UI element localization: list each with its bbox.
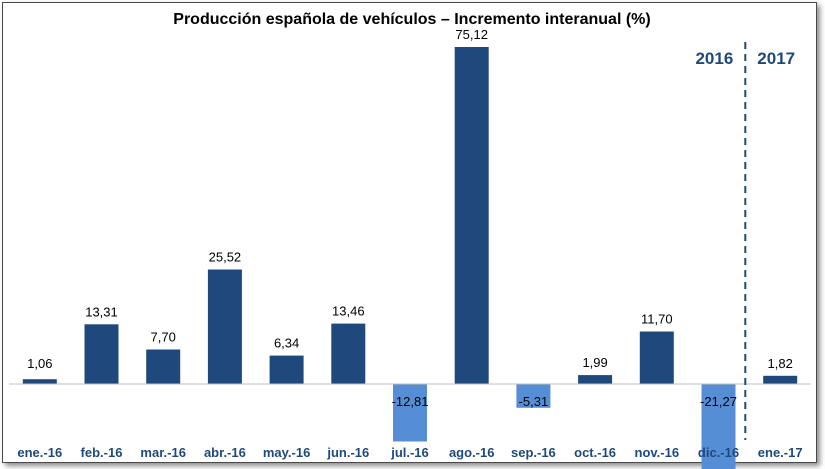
bar-may.-16: [269, 355, 304, 384]
bar-oct.-16: [578, 375, 613, 384]
bar-sep.-16: [516, 384, 551, 408]
bar-ene.-17: [763, 375, 798, 384]
category-label-feb.-16: feb.-16: [81, 445, 123, 460]
value-label-jul.-16: -12,81: [392, 394, 429, 409]
category-label-ene.-17: ene.-17: [758, 445, 803, 460]
chart-title: Producción española de vehículos – Incre…: [173, 11, 650, 28]
value-label-ene.-16: 1,06: [27, 356, 52, 371]
category-label-ago.-16: ago.-16: [449, 445, 495, 460]
value-label-abr.-16: 25,52: [209, 250, 242, 265]
category-label-ene.-16: ene.-16: [17, 445, 62, 460]
bar-mar.-16: [146, 349, 181, 384]
value-label-ago.-16: 75,12: [455, 27, 488, 42]
category-label-nov.-16: nov.-16: [635, 445, 680, 460]
bar-dic.-16: [701, 384, 736, 469]
bar-ago.-16: [454, 47, 489, 384]
category-label-dic.-16: dic.-16: [698, 445, 739, 460]
value-label-may.-16: 6,34: [274, 336, 299, 351]
value-label-mar.-16: 7,70: [151, 330, 176, 345]
bar-ene.-16: [22, 379, 57, 384]
category-label-jul.-16: jul.-16: [390, 445, 429, 460]
bar-abr.-16: [207, 269, 242, 384]
category-label-oct.-16: oct.-16: [574, 445, 616, 460]
value-label-ene.-17: 1,82: [768, 356, 793, 371]
category-label-mar.-16: mar.-16: [140, 445, 186, 460]
bar-nov.-16: [639, 331, 674, 384]
year-label-2016: 2016: [695, 49, 733, 68]
value-label-nov.-16: 11,70: [641, 312, 673, 327]
category-label-sep.-16: sep.-16: [511, 445, 556, 460]
value-label-dic.-16: -21,27: [700, 394, 737, 409]
value-label-jun.-16: 13,46: [332, 304, 365, 319]
category-label-jun.-16: jun.-16: [326, 445, 369, 460]
category-labels-group: ene.-16 feb.-16 mar.-16 abr.-16 may.-16 jun.-…: [17, 445, 802, 460]
bar-feb.-16: [84, 324, 119, 384]
bars-group: [22, 47, 798, 469]
category-label-may.-16: may.-16: [263, 445, 310, 460]
value-labels-group: 1,06 13,31 7,70 25,52 6,34 13,46 -12,81 75,12 -5…: [27, 27, 793, 409]
value-label-feb.-16: 13,31: [85, 304, 118, 319]
value-label-sep.-16: -5,31: [519, 394, 549, 409]
value-label-oct.-16: 1,99: [582, 355, 607, 370]
bar-jun.-16: [331, 323, 366, 384]
year-label-2017: 2017: [757, 49, 795, 68]
category-label-abr.-16: abr.-16: [204, 445, 246, 460]
bar-jul.-16: [393, 384, 427, 442]
